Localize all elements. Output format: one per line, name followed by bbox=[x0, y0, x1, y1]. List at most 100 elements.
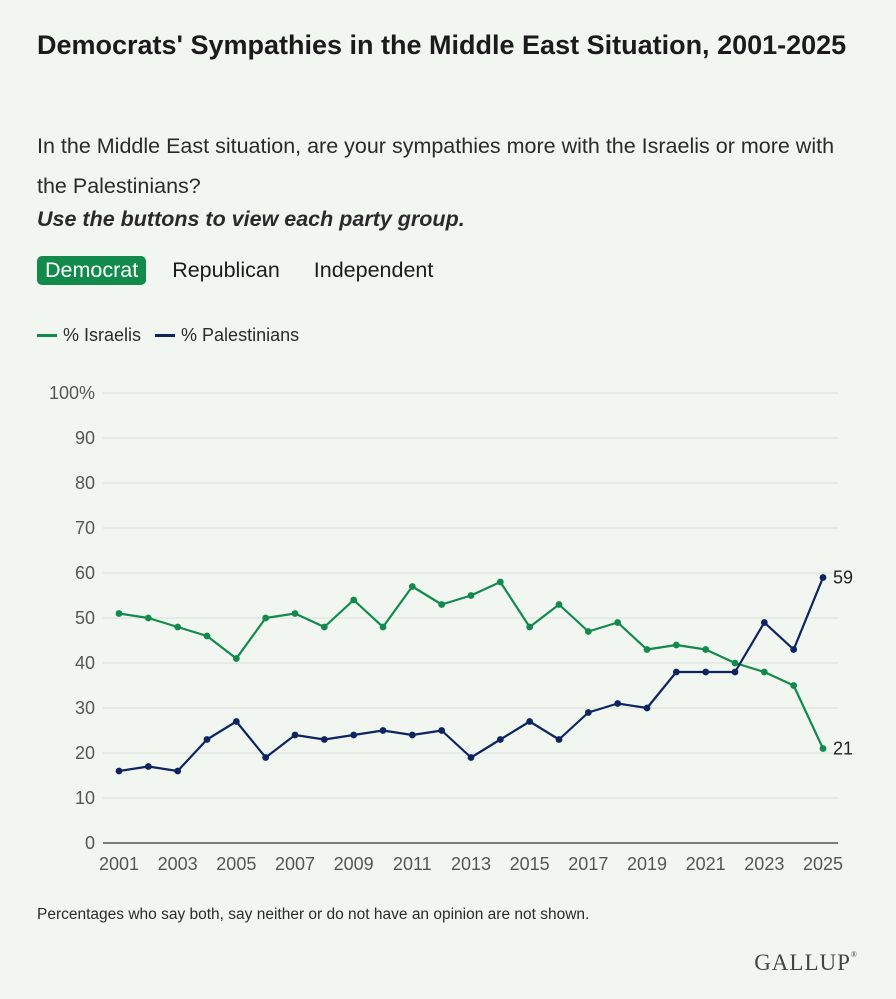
republican-button[interactable]: Republican bbox=[164, 256, 288, 285]
data-point-palestinians[interactable] bbox=[115, 767, 123, 775]
x-tick-label: 2013 bbox=[451, 854, 491, 874]
data-point-israelis[interactable] bbox=[555, 601, 563, 608]
x-tick-label: 2001 bbox=[99, 854, 139, 874]
data-point-israelis[interactable] bbox=[408, 583, 416, 590]
x-tick-label: 2017 bbox=[568, 854, 608, 874]
footnote: Percentages who say both, say neither or… bbox=[37, 906, 590, 923]
y-tick-label: 20 bbox=[75, 743, 95, 763]
data-point-palestinians[interactable] bbox=[760, 619, 768, 626]
data-point-israelis[interactable] bbox=[819, 745, 827, 752]
data-point-israelis[interactable] bbox=[291, 610, 299, 617]
data-point-israelis[interactable] bbox=[526, 623, 534, 631]
data-point-palestinians[interactable] bbox=[232, 718, 240, 725]
data-point-israelis[interactable] bbox=[232, 655, 240, 662]
y-tick-label: 80 bbox=[75, 473, 95, 493]
x-tick-label: 2003 bbox=[158, 854, 198, 874]
y-tick-label: 70 bbox=[75, 518, 95, 538]
data-point-israelis[interactable] bbox=[350, 596, 358, 604]
data-point-israelis[interactable] bbox=[614, 619, 622, 626]
democrat-button[interactable]: Democrat bbox=[37, 256, 147, 285]
data-point-palestinians[interactable] bbox=[584, 709, 592, 716]
data-point-palestinians[interactable] bbox=[262, 754, 270, 761]
end-label-israelis: 21 bbox=[833, 739, 853, 759]
x-axis: 2001 2003 2005 2007 2009 2011 2013 2015 2017 2019… bbox=[99, 854, 843, 874]
x-tick-label: 2009 bbox=[334, 854, 374, 874]
series-israelis: 21 bbox=[115, 578, 853, 759]
data-point-palestinians[interactable] bbox=[144, 763, 152, 770]
data-point-palestinians[interactable] bbox=[467, 754, 475, 761]
legend-item-palestinians: % Palestinians bbox=[155, 325, 299, 346]
y-tick-label: 50 bbox=[75, 608, 95, 628]
y-tick-label: 30 bbox=[75, 698, 95, 718]
x-tick-label: 2025 bbox=[803, 854, 843, 874]
gallup-logo: GALLUP® bbox=[754, 950, 858, 975]
data-point-israelis[interactable] bbox=[760, 668, 768, 676]
series-line-israelis bbox=[118, 580, 824, 749]
independent-button[interactable]: Independent bbox=[306, 256, 442, 285]
x-tick-label: 2015 bbox=[510, 854, 550, 874]
series-palestinians: 59 bbox=[115, 568, 853, 775]
data-point-palestinians[interactable] bbox=[526, 718, 534, 725]
data-point-palestinians[interactable] bbox=[643, 704, 651, 712]
chart-title: Democrats' Sympathies in the Middle East… bbox=[37, 30, 847, 60]
x-tick-label: 2021 bbox=[686, 854, 726, 874]
data-point-palestinians[interactable] bbox=[174, 767, 182, 775]
data-point-israelis[interactable] bbox=[262, 614, 270, 622]
end-label-palestinians: 59 bbox=[833, 568, 853, 588]
series-line-palestinians bbox=[118, 577, 825, 773]
data-point-israelis[interactable] bbox=[115, 610, 123, 617]
data-point-israelis[interactable] bbox=[731, 659, 739, 667]
data-point-israelis[interactable] bbox=[174, 623, 182, 631]
legend-label-palestinians: % Palestinians bbox=[181, 325, 300, 345]
x-tick-label: 2019 bbox=[627, 854, 667, 874]
y-tick-label: 10 bbox=[75, 788, 95, 808]
data-point-israelis[interactable] bbox=[702, 646, 710, 653]
logo-text: GALLUP bbox=[754, 950, 851, 975]
data-point-palestinians[interactable] bbox=[379, 727, 387, 734]
data-point-palestinians[interactable] bbox=[819, 574, 827, 581]
data-point-israelis[interactable] bbox=[144, 614, 152, 622]
data-point-israelis[interactable] bbox=[643, 646, 651, 653]
y-tick-label: 100% bbox=[49, 383, 95, 403]
data-point-israelis[interactable] bbox=[438, 601, 446, 608]
x-tick-label: 2023 bbox=[744, 854, 784, 874]
y-tick-label: 40 bbox=[75, 653, 95, 673]
legend-item-israelis: % Israelis bbox=[37, 325, 141, 346]
data-point-palestinians[interactable] bbox=[672, 668, 680, 676]
data-point-palestinians[interactable] bbox=[203, 736, 211, 743]
chart-legend: % Israelis % Palestinians bbox=[37, 325, 313, 346]
y-tick-label: 90 bbox=[75, 428, 95, 448]
x-tick-label: 2007 bbox=[275, 854, 315, 874]
data-point-israelis[interactable] bbox=[379, 623, 387, 631]
data-point-palestinians[interactable] bbox=[731, 668, 739, 676]
data-point-palestinians[interactable] bbox=[496, 736, 504, 743]
data-point-israelis[interactable] bbox=[320, 623, 328, 631]
data-point-palestinians[interactable] bbox=[320, 736, 328, 743]
data-point-palestinians[interactable] bbox=[408, 731, 416, 739]
data-point-palestinians[interactable] bbox=[438, 727, 446, 734]
data-point-israelis[interactable] bbox=[790, 682, 798, 689]
gridlines bbox=[103, 392, 838, 799]
data-point-israelis[interactable] bbox=[467, 592, 475, 599]
data-point-israelis[interactable] bbox=[584, 628, 592, 635]
data-point-palestinians[interactable] bbox=[291, 731, 299, 739]
x-tick-label: 2005 bbox=[216, 854, 256, 874]
legend-swatch-israelis bbox=[37, 334, 57, 337]
data-point-israelis[interactable] bbox=[496, 578, 504, 586]
y-tick-label: 60 bbox=[75, 563, 95, 583]
data-point-palestinians[interactable] bbox=[350, 731, 358, 739]
data-point-palestinians[interactable] bbox=[555, 736, 563, 743]
x-tick-label: 2011 bbox=[393, 854, 432, 874]
chart-subtitle: In the Middle East situation, are your s… bbox=[37, 134, 835, 198]
data-point-israelis[interactable] bbox=[203, 632, 211, 640]
data-point-israelis[interactable] bbox=[672, 641, 680, 649]
data-point-palestinians[interactable] bbox=[614, 700, 622, 707]
data-point-palestinians[interactable] bbox=[702, 668, 710, 676]
instruction-text: Use the buttons to view each party group… bbox=[37, 207, 465, 231]
data-point-palestinians[interactable] bbox=[790, 646, 798, 653]
party-button-group: Democrat Republican Independent bbox=[37, 256, 451, 285]
legend-label-israelis: % Israelis bbox=[63, 325, 142, 345]
legend-swatch-palestinians bbox=[155, 334, 176, 337]
y-tick-label: 0 bbox=[85, 833, 95, 853]
